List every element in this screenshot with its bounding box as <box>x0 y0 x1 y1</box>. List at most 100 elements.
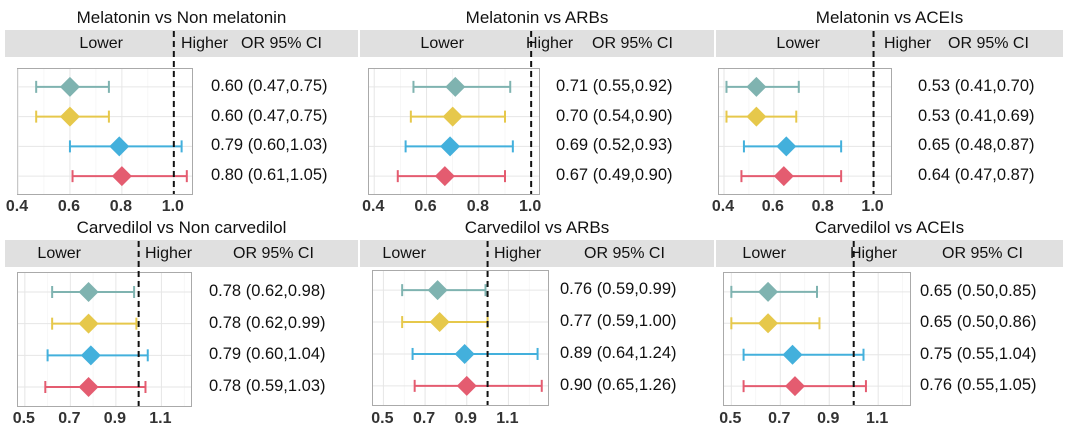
forest-row <box>68 136 183 157</box>
ci-value-label: 0.78 (0.59,1.03) <box>209 377 326 395</box>
higher-label: Higher <box>884 35 932 52</box>
panel-title: Carvedilol vs ACEIs <box>814 218 965 237</box>
higher-label: Higher <box>526 35 574 52</box>
ci-value-label: 0.76 (0.55,1.05) <box>920 376 1037 395</box>
ci-value-label: 0.60 (0.47,0.75) <box>211 76 328 95</box>
or-point-diamond <box>434 166 455 187</box>
or-point-diamond <box>78 377 99 397</box>
ci-value-label: 0.71 (0.55,0.92) <box>556 76 673 95</box>
forest-row <box>725 76 800 97</box>
ci-value-label: 0.60 (0.47,0.75) <box>211 106 328 125</box>
forest-plot-svg <box>369 31 539 194</box>
ci-value-label: 0.78 (0.62,0.99) <box>209 313 326 332</box>
x-tick-label: 0.4 <box>711 198 735 215</box>
lower-label: Lower <box>37 245 81 262</box>
panel-header-band: Lower Higher OR 95% CI <box>716 30 1063 57</box>
forest-row <box>730 313 821 334</box>
ci-header: OR 95% CI <box>584 245 665 262</box>
or-point-diamond <box>445 76 466 97</box>
ci-value-label: 0.65 (0.50,0.85) <box>920 281 1037 300</box>
panel-header-band: Lower Higher OR 95% CI <box>360 30 714 57</box>
x-tick-label: 0.5 <box>12 410 35 427</box>
x-tick-label: 0.9 <box>103 410 126 427</box>
forest-row <box>401 280 487 301</box>
forest-row <box>71 166 188 187</box>
ci-value-label: 0.67 (0.49,0.90) <box>556 166 673 185</box>
forest-row <box>46 345 149 366</box>
ci-header: OR 95% CI <box>592 35 673 52</box>
x-tick-label: 0.9 <box>817 410 840 427</box>
forest-panel-carvedilol-arbs: Carvedilol vs ARBs Lower Higher OR 95% CI 0.… <box>360 218 714 431</box>
ci-value-label: 0.90 (0.65,1.26) <box>560 375 677 394</box>
x-tick-label: 0.6 <box>414 198 437 215</box>
or-point-diamond <box>773 166 794 187</box>
panel-title: Carvedilol vs ARBs <box>464 218 610 237</box>
or-point-diamond <box>784 376 805 397</box>
or-point-diamond <box>78 282 99 302</box>
ci-value-label: 0.79 (0.60,1.03) <box>211 136 328 155</box>
ci-value-label: 0.76 (0.59,0.99) <box>560 280 677 299</box>
forest-row <box>742 376 867 397</box>
ci-value-label: 0.78 (0.62,0.98) <box>209 282 326 300</box>
panel-title: Carvedilol vs Non carvedilol <box>76 218 287 237</box>
panel-title: Melatonin vs ACEIs <box>815 8 964 27</box>
ci-header: OR 95% CI <box>942 245 1023 262</box>
panel-header-band: Lower Higher OR 95% CI <box>5 240 358 267</box>
or-point-diamond <box>59 76 80 97</box>
x-tick-label: 0.5 <box>719 410 742 427</box>
x-tick-label: 1.0 <box>161 198 184 215</box>
plot-area <box>368 31 540 195</box>
or-point-diamond <box>442 106 463 127</box>
or-point-diamond <box>456 375 477 396</box>
x-tick-label: 0.7 <box>58 410 81 427</box>
x-tick-label: 0.5 <box>371 410 394 427</box>
higher-label: Higher <box>181 35 229 52</box>
x-tick-label: 0.6 <box>761 198 784 215</box>
ci-value-label: 0.69 (0.52,0.93) <box>556 136 673 155</box>
forest-panel-carvedilol-aceis: Carvedilol vs ACEIs Lower Higher OR 95% CI 0… <box>716 218 1063 431</box>
plot-area <box>718 31 892 195</box>
or-point-diamond <box>758 313 779 334</box>
panel-header-band: Lower Higher OR 95% CI <box>5 30 358 57</box>
forest-panel-melatonin-aceis: Melatonin vs ACEIs Lower Higher OR 95% CI 0.… <box>712 8 1063 220</box>
forest-row <box>44 377 147 397</box>
forest-row <box>35 106 110 127</box>
forest-panel-melatonin-arbs: Melatonin vs ARBs Lower Higher OR 95% CI 0.7… <box>360 8 714 220</box>
x-tick-label: 1.1 <box>496 410 519 427</box>
forest-row <box>404 136 514 157</box>
lower-label: Lower <box>382 245 426 262</box>
plot-area <box>723 241 911 406</box>
or-point-diamond <box>776 136 797 157</box>
lower-label: Lower <box>420 35 464 52</box>
or-point-diamond <box>78 313 99 334</box>
or-point-diamond <box>109 136 130 157</box>
forest-row <box>730 281 818 302</box>
or-point-diamond <box>429 312 450 333</box>
ci-value-label: 0.64 (0.47,0.87) <box>918 166 1035 185</box>
higher-label: Higher <box>145 245 193 262</box>
x-tick-label: 0.8 <box>811 198 834 215</box>
forest-row <box>35 76 110 97</box>
ci-value-label: 0.70 (0.54,0.90) <box>556 106 673 125</box>
ci-value-label: 0.75 (0.55,1.04) <box>920 344 1037 363</box>
x-tick-label: 0.6 <box>57 198 81 215</box>
higher-label: Higher <box>494 245 542 262</box>
forest-plot-svg <box>18 241 191 406</box>
ci-value-label: 0.79 (0.60,1.04) <box>209 345 326 364</box>
x-tick-label: 1.1 <box>866 410 889 427</box>
forest-row <box>742 344 865 365</box>
panel-header-band: Lower Higher OR 95% CI <box>716 240 1063 267</box>
x-tick-label: 1.0 <box>519 198 542 215</box>
x-tick-label: 0.7 <box>412 410 436 427</box>
forest-plot-svg <box>373 241 548 405</box>
forest-row <box>409 106 506 127</box>
or-point-diamond <box>427 280 448 301</box>
panel-header-band: Lower Higher OR 95% CI <box>360 240 714 267</box>
x-tick-label: 0.8 <box>466 198 489 215</box>
or-point-diamond <box>440 136 461 157</box>
or-point-diamond <box>746 106 767 127</box>
plot-area <box>17 241 192 407</box>
forest-row <box>725 106 798 127</box>
or-point-diamond <box>80 345 101 366</box>
ci-header: OR 95% CI <box>948 35 1029 52</box>
